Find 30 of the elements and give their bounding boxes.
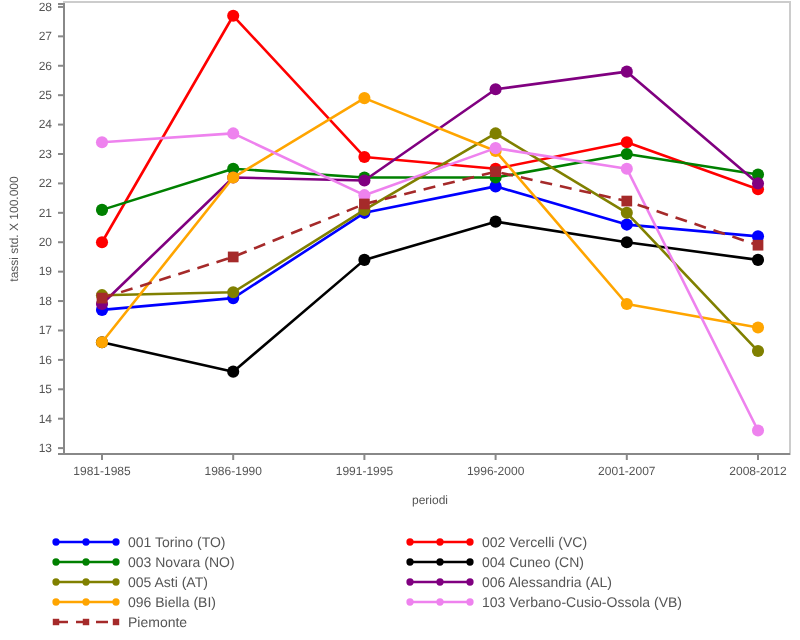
point <box>359 198 370 210</box>
point <box>358 150 371 163</box>
point <box>620 206 633 219</box>
point <box>489 127 502 140</box>
point <box>752 239 764 251</box>
point <box>358 253 371 266</box>
point <box>620 162 633 175</box>
point <box>95 136 109 149</box>
point <box>621 195 633 207</box>
point <box>620 297 633 311</box>
point <box>620 65 633 78</box>
point <box>751 321 765 334</box>
point <box>227 251 239 263</box>
point <box>489 83 502 96</box>
point <box>620 236 633 249</box>
point <box>751 253 765 266</box>
point <box>95 203 109 216</box>
point <box>227 365 240 378</box>
point <box>227 286 240 299</box>
point <box>620 147 633 161</box>
point <box>620 218 633 231</box>
point <box>358 92 371 105</box>
point <box>751 424 765 437</box>
point <box>751 345 765 358</box>
point <box>95 236 109 249</box>
point <box>227 9 240 22</box>
point <box>489 215 502 228</box>
point <box>227 127 240 140</box>
point <box>751 177 765 190</box>
point <box>620 136 633 149</box>
